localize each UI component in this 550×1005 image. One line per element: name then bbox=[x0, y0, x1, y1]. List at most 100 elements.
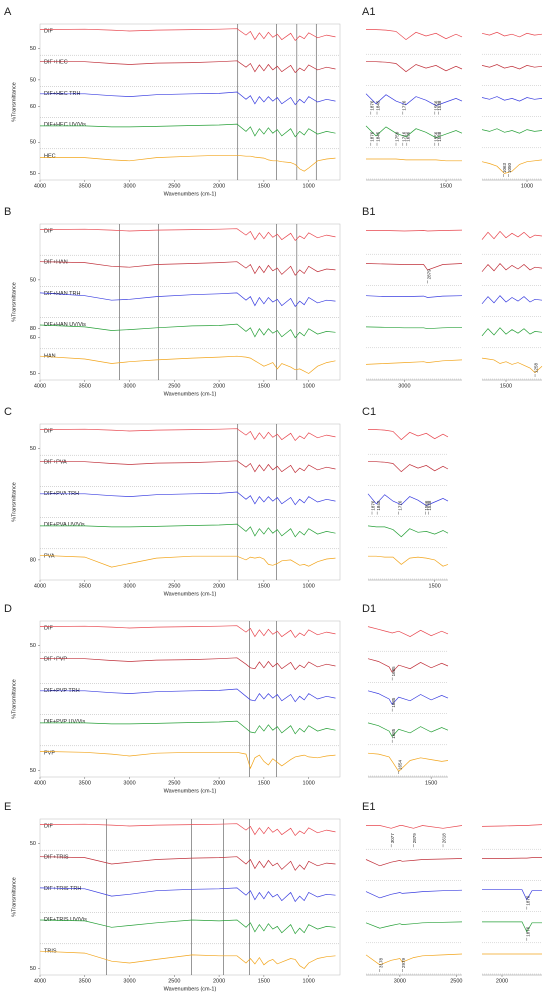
spectrum bbox=[482, 857, 542, 859]
panel-label: C1 bbox=[362, 406, 376, 418]
spectrum bbox=[39, 28, 336, 42]
spectrum bbox=[368, 461, 449, 473]
spectrum bbox=[40, 91, 336, 106]
y-tick-label: 80 bbox=[30, 326, 36, 332]
spectrum bbox=[365, 295, 463, 298]
spectrum bbox=[365, 326, 463, 330]
spectrum bbox=[40, 657, 336, 671]
panel-label: B bbox=[4, 206, 11, 218]
x-tick-label: 2000 bbox=[213, 780, 225, 786]
peak-label: 1258 bbox=[534, 362, 539, 373]
x-tick-label: 4000 bbox=[34, 183, 46, 189]
x-tick-label: 4000 bbox=[34, 780, 46, 786]
x-tick-label: 4000 bbox=[34, 583, 46, 589]
y-tick-label: 50 bbox=[30, 966, 36, 972]
x-tick-label: 2500 bbox=[168, 978, 180, 984]
y-axis-label: %Transmittance bbox=[11, 82, 17, 122]
y-tick-label: 50 bbox=[30, 643, 36, 649]
peak-label: 1845 bbox=[376, 100, 381, 111]
series-label: DIF+TRIS UV/Vis bbox=[44, 917, 87, 923]
y-tick-label: 50 bbox=[30, 768, 36, 774]
y-tick-label: 60 bbox=[30, 335, 36, 341]
peak-label: 1538 bbox=[427, 500, 432, 511]
x-axis-label: Wavenumbers (cm-1) bbox=[164, 191, 217, 197]
y-tick-label: 50 bbox=[30, 277, 36, 283]
series-label: HAN bbox=[44, 353, 56, 359]
peak-label: 2618 bbox=[442, 833, 447, 844]
x-tick-label: 3000 bbox=[123, 583, 135, 589]
spectrum bbox=[40, 154, 336, 172]
x-tick-label: 1500 bbox=[440, 183, 452, 189]
spectrum bbox=[365, 359, 463, 365]
spectrum bbox=[365, 858, 463, 867]
spectrum bbox=[368, 429, 449, 441]
plot-frame bbox=[39, 23, 341, 181]
panel-label: D1 bbox=[362, 603, 376, 615]
series-label: PVP bbox=[44, 750, 55, 756]
spectrum bbox=[365, 953, 463, 966]
peak-label: 1845 bbox=[376, 131, 381, 142]
peak-label: 1050 bbox=[507, 162, 512, 173]
spectrum bbox=[39, 323, 336, 339]
y-axis-label: %Transmittance bbox=[11, 282, 17, 322]
x-axis-label: Wavenumbers (cm-1) bbox=[164, 391, 217, 397]
y-tick-label: 50 bbox=[30, 371, 36, 377]
spectrum bbox=[481, 262, 543, 272]
peak-label: 1538 bbox=[437, 131, 442, 142]
spectrum bbox=[39, 950, 336, 969]
x-tick-label: 3000 bbox=[123, 183, 135, 189]
peak-label: 1876 bbox=[525, 926, 530, 937]
series-label: DIF+HAN bbox=[44, 260, 68, 266]
spectrum bbox=[39, 261, 336, 276]
y-tick-label: 50 bbox=[30, 46, 36, 52]
series-label: DIF+HEC UV/Vis bbox=[44, 122, 86, 128]
x-tick-label: 1000 bbox=[521, 183, 533, 189]
spectrum bbox=[481, 64, 543, 70]
x-tick-label: 2500 bbox=[450, 978, 462, 984]
x-tick-label: 1500 bbox=[425, 780, 437, 786]
spectrum bbox=[481, 128, 543, 134]
spectrum bbox=[40, 491, 336, 506]
x-tick-label: 2000 bbox=[213, 183, 225, 189]
spectrum bbox=[365, 921, 463, 929]
spectrum bbox=[39, 625, 336, 639]
x-tick-label: 3500 bbox=[79, 583, 91, 589]
x-tick-label: 1000 bbox=[303, 780, 315, 786]
panel-label: A1 bbox=[362, 6, 375, 18]
spectrum bbox=[481, 31, 543, 38]
panel-label: E bbox=[4, 801, 11, 813]
peak-label: 1556 bbox=[424, 500, 429, 511]
spectrum bbox=[482, 889, 542, 901]
spectrum bbox=[39, 887, 336, 903]
spectrum bbox=[367, 525, 449, 538]
spectrum bbox=[481, 230, 543, 240]
spectrum bbox=[481, 824, 543, 827]
peak-label: 1716 bbox=[397, 500, 402, 511]
x-tick-label: 1500 bbox=[500, 383, 512, 389]
spectrum bbox=[482, 921, 542, 933]
x-tick-label: 2000 bbox=[213, 383, 225, 389]
peak-label: 1716 bbox=[401, 100, 406, 111]
x-tick-label: 1500 bbox=[258, 183, 270, 189]
peak-label: 3178 bbox=[378, 957, 383, 968]
spectrum bbox=[40, 460, 336, 474]
panel-label: C bbox=[4, 406, 12, 418]
peak-label: 2879 bbox=[426, 269, 431, 280]
x-tick-label: 1000 bbox=[303, 183, 315, 189]
y-axis-label: %Transmittance bbox=[11, 679, 17, 719]
peak-label: 1876 bbox=[369, 131, 374, 142]
series-label: DIF+HAN UV/Vis bbox=[44, 322, 86, 328]
y-tick-label: 50 bbox=[30, 77, 36, 83]
spectrum bbox=[367, 493, 449, 506]
peak-label: 1685 bbox=[391, 728, 396, 739]
x-tick-label: 2000 bbox=[496, 978, 508, 984]
series-label: HEC bbox=[44, 153, 56, 159]
spectrum bbox=[481, 96, 543, 102]
series-label: DIF+PVA UV/Vis bbox=[44, 522, 85, 528]
x-tick-label: 3500 bbox=[79, 383, 91, 389]
spectrum bbox=[40, 60, 336, 74]
spectrum bbox=[368, 555, 449, 567]
peak-label: 1750 bbox=[395, 131, 400, 142]
x-tick-label: 2500 bbox=[168, 183, 180, 189]
series-label: DIF bbox=[44, 823, 54, 829]
